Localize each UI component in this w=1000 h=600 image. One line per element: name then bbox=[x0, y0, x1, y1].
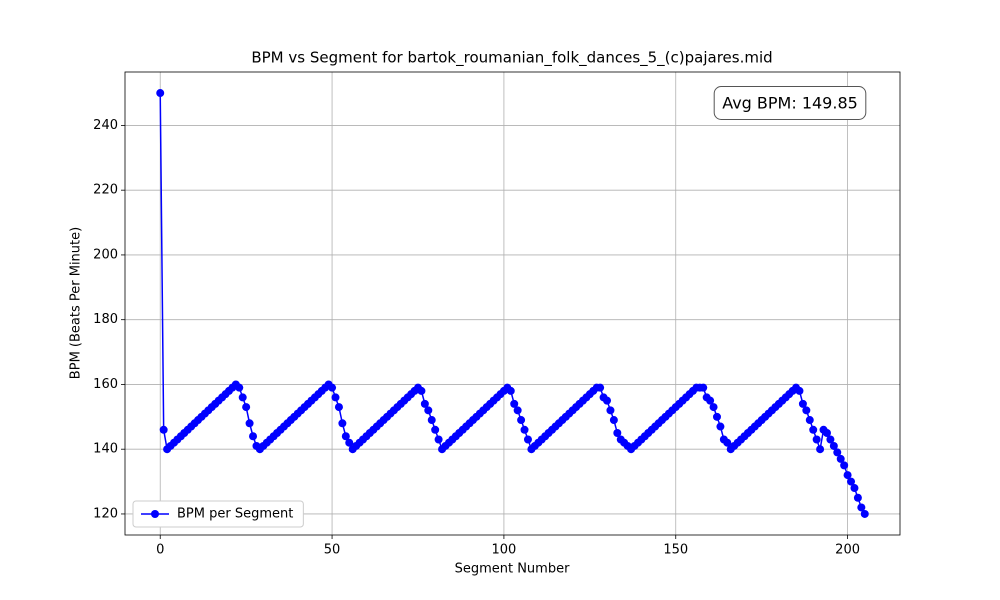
point bbox=[417, 386, 426, 395]
point bbox=[510, 399, 519, 408]
point bbox=[816, 445, 825, 454]
point bbox=[712, 412, 721, 421]
point bbox=[829, 441, 838, 450]
point bbox=[706, 396, 715, 405]
point bbox=[809, 425, 818, 434]
point bbox=[847, 477, 856, 486]
point bbox=[420, 399, 429, 408]
point bbox=[156, 89, 165, 98]
point bbox=[506, 386, 515, 395]
legend-frame bbox=[132, 500, 304, 528]
point bbox=[805, 416, 814, 425]
point bbox=[603, 396, 612, 405]
point bbox=[331, 393, 340, 402]
point bbox=[826, 435, 835, 444]
point bbox=[345, 438, 354, 447]
point bbox=[850, 484, 859, 493]
point bbox=[238, 393, 247, 402]
point bbox=[242, 403, 251, 412]
plot-frame bbox=[124, 71, 901, 536]
chart-title: BPM vs Segment for bartok_roumanian_folk… bbox=[251, 49, 772, 68]
point bbox=[341, 432, 350, 441]
point bbox=[235, 383, 244, 392]
point bbox=[723, 438, 732, 447]
point bbox=[613, 429, 622, 438]
x-tick-label: 100 bbox=[491, 543, 516, 558]
point bbox=[334, 403, 343, 412]
x-tick-label: 150 bbox=[663, 543, 688, 558]
y-axis-label: BPM (Beats Per Minute) bbox=[69, 227, 84, 379]
point bbox=[860, 509, 869, 518]
point bbox=[424, 406, 433, 415]
point bbox=[159, 425, 168, 434]
point bbox=[431, 425, 440, 434]
point bbox=[338, 419, 347, 428]
annotation-box bbox=[713, 86, 867, 120]
point bbox=[812, 435, 821, 444]
point bbox=[427, 416, 436, 425]
point bbox=[795, 386, 804, 395]
point bbox=[840, 461, 849, 470]
y-tick-label: 220 bbox=[93, 183, 118, 198]
point bbox=[513, 406, 522, 415]
series-line bbox=[159, 93, 866, 515]
point bbox=[857, 503, 866, 512]
point bbox=[609, 416, 618, 425]
point bbox=[523, 435, 532, 444]
point bbox=[833, 448, 842, 457]
point bbox=[822, 429, 831, 438]
point bbox=[245, 419, 254, 428]
annotation: Avg BPM: 149.85 bbox=[722, 94, 858, 113]
point bbox=[520, 425, 529, 434]
y-tick-label: 120 bbox=[93, 506, 118, 521]
y-tick-label: 160 bbox=[93, 377, 118, 392]
point bbox=[517, 416, 526, 425]
legend-marker bbox=[151, 510, 159, 518]
point bbox=[802, 406, 811, 415]
point bbox=[798, 399, 807, 408]
y-tick-label: 140 bbox=[93, 442, 118, 457]
point bbox=[716, 422, 725, 431]
x-axis-label: Segment Number bbox=[455, 562, 571, 577]
x-tick-label: 0 bbox=[156, 543, 164, 558]
point bbox=[249, 432, 258, 441]
y-tick-label: 180 bbox=[93, 312, 118, 327]
point bbox=[709, 403, 718, 412]
x-tick-label: 50 bbox=[324, 543, 341, 558]
point bbox=[596, 383, 605, 392]
point bbox=[328, 383, 337, 392]
point bbox=[606, 406, 615, 415]
point bbox=[434, 435, 443, 444]
point bbox=[699, 383, 708, 392]
point bbox=[836, 454, 845, 463]
y-tick-label: 200 bbox=[93, 247, 118, 262]
point bbox=[853, 493, 862, 502]
legend-label: BPM per Segment bbox=[177, 507, 293, 522]
point bbox=[843, 471, 852, 480]
y-tick-label: 240 bbox=[93, 118, 118, 133]
x-tick-label: 200 bbox=[835, 543, 860, 558]
legend: BPM per Segment bbox=[132, 500, 304, 528]
